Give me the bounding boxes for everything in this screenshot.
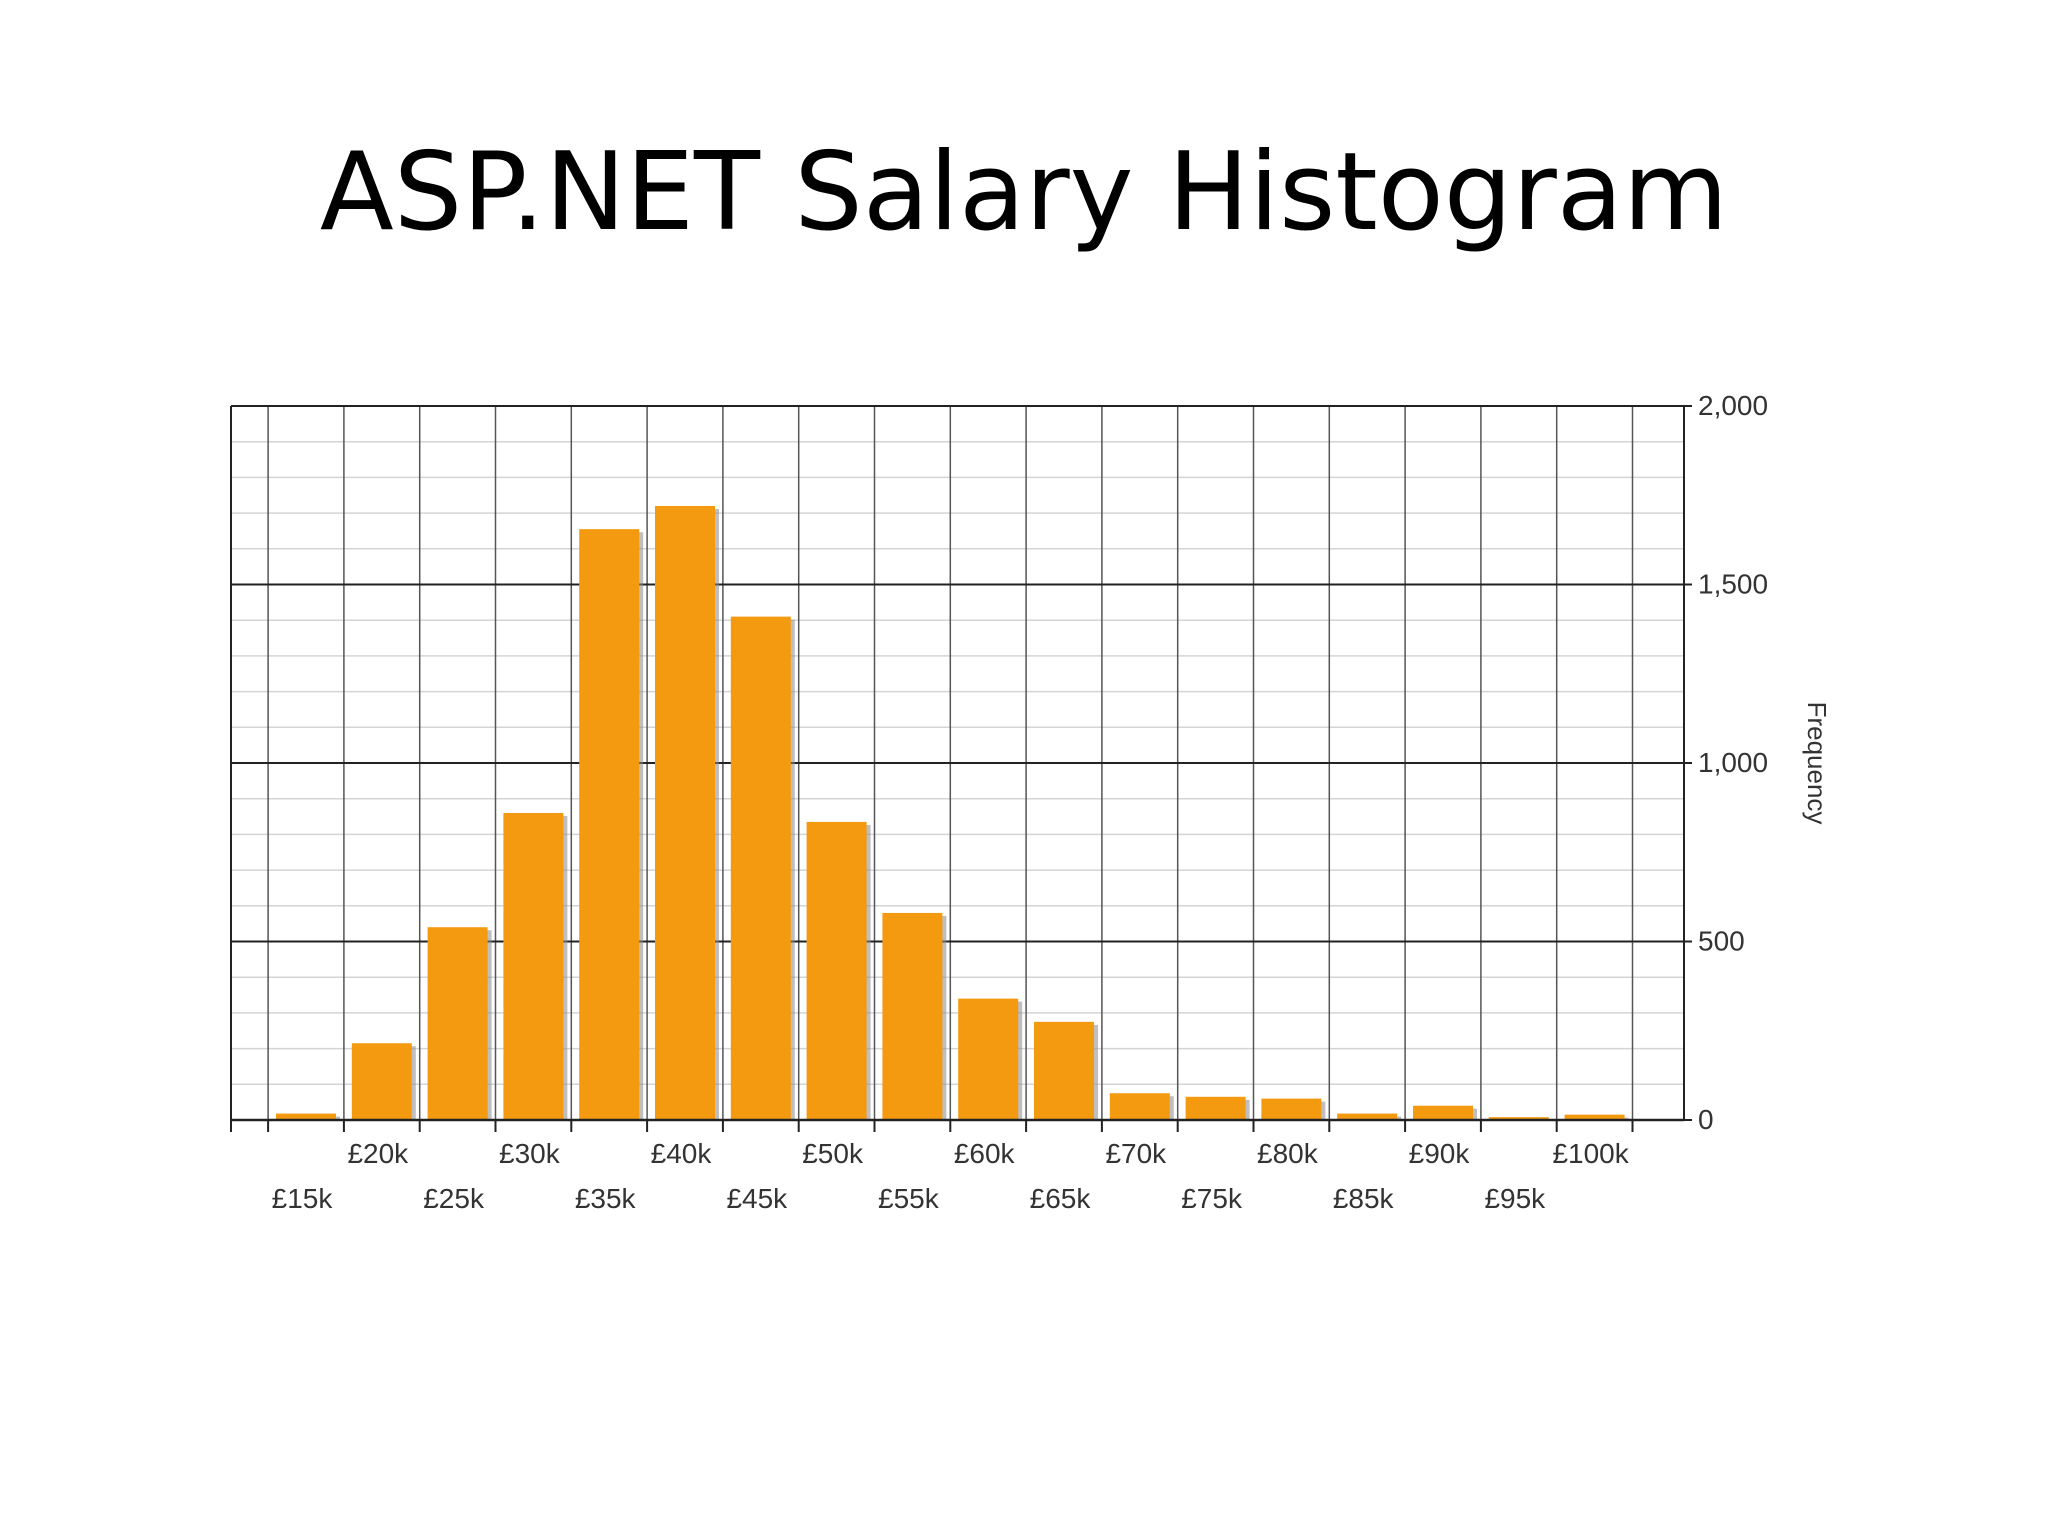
- x-tick-label: £65k: [1030, 1183, 1092, 1214]
- x-tick-label: £60k: [954, 1138, 1016, 1169]
- histogram-bar: [1185, 1096, 1246, 1120]
- x-tick-label: £70k: [1105, 1138, 1167, 1169]
- histogram-bar: [882, 912, 943, 1120]
- histogram-bar: [1337, 1113, 1398, 1120]
- histogram-bar: [730, 616, 791, 1120]
- histogram-bar: [806, 821, 867, 1120]
- x-tick-label: £55k: [878, 1183, 940, 1214]
- histogram-bar: [1564, 1114, 1625, 1120]
- histogram-bar: [1034, 1021, 1094, 1120]
- x-tick-label: £25k: [423, 1183, 485, 1214]
- x-tick-label: £100k: [1552, 1138, 1629, 1169]
- x-tick-label: £20k: [347, 1138, 409, 1169]
- histogram-bar: [427, 927, 488, 1120]
- y-tick-label: 1,500: [1698, 569, 1768, 600]
- histogram-bar: [351, 1043, 412, 1120]
- x-tick-label: £15k: [272, 1183, 334, 1214]
- y-tick-label: 0: [1698, 1104, 1714, 1135]
- x-tick-label: £40k: [651, 1138, 713, 1169]
- x-tick-label: £45k: [726, 1183, 788, 1214]
- histogram-bar: [1261, 1098, 1322, 1120]
- histogram-bar: [1109, 1093, 1170, 1120]
- histogram-bar: [579, 529, 640, 1120]
- x-tick-label: £50k: [802, 1138, 864, 1169]
- histogram-bar: [1413, 1105, 1473, 1120]
- y-tick-label: 500: [1698, 926, 1745, 957]
- x-tick-label: £85k: [1333, 1183, 1395, 1214]
- y-tick-label: 2,000: [1698, 390, 1768, 421]
- x-tick-label: £75k: [1181, 1183, 1243, 1214]
- slide-title: ASP.NET Salary Histogram: [319, 130, 1729, 255]
- histogram-bar: [958, 998, 1019, 1120]
- x-tick-label: £90k: [1409, 1138, 1471, 1169]
- x-tick-label: £35k: [575, 1183, 637, 1214]
- y-tick-label: 1,000: [1698, 747, 1768, 778]
- x-tick-label: £80k: [1257, 1138, 1319, 1169]
- histogram-bar: [503, 812, 564, 1120]
- x-tick-label: £30k: [499, 1138, 561, 1169]
- x-tick-label: £95k: [1484, 1183, 1546, 1214]
- histogram-bar: [276, 1113, 336, 1120]
- y-axis-title: Frequency: [1802, 702, 1832, 825]
- histogram-bar: [1488, 1117, 1549, 1120]
- histogram-bar: [655, 505, 715, 1121]
